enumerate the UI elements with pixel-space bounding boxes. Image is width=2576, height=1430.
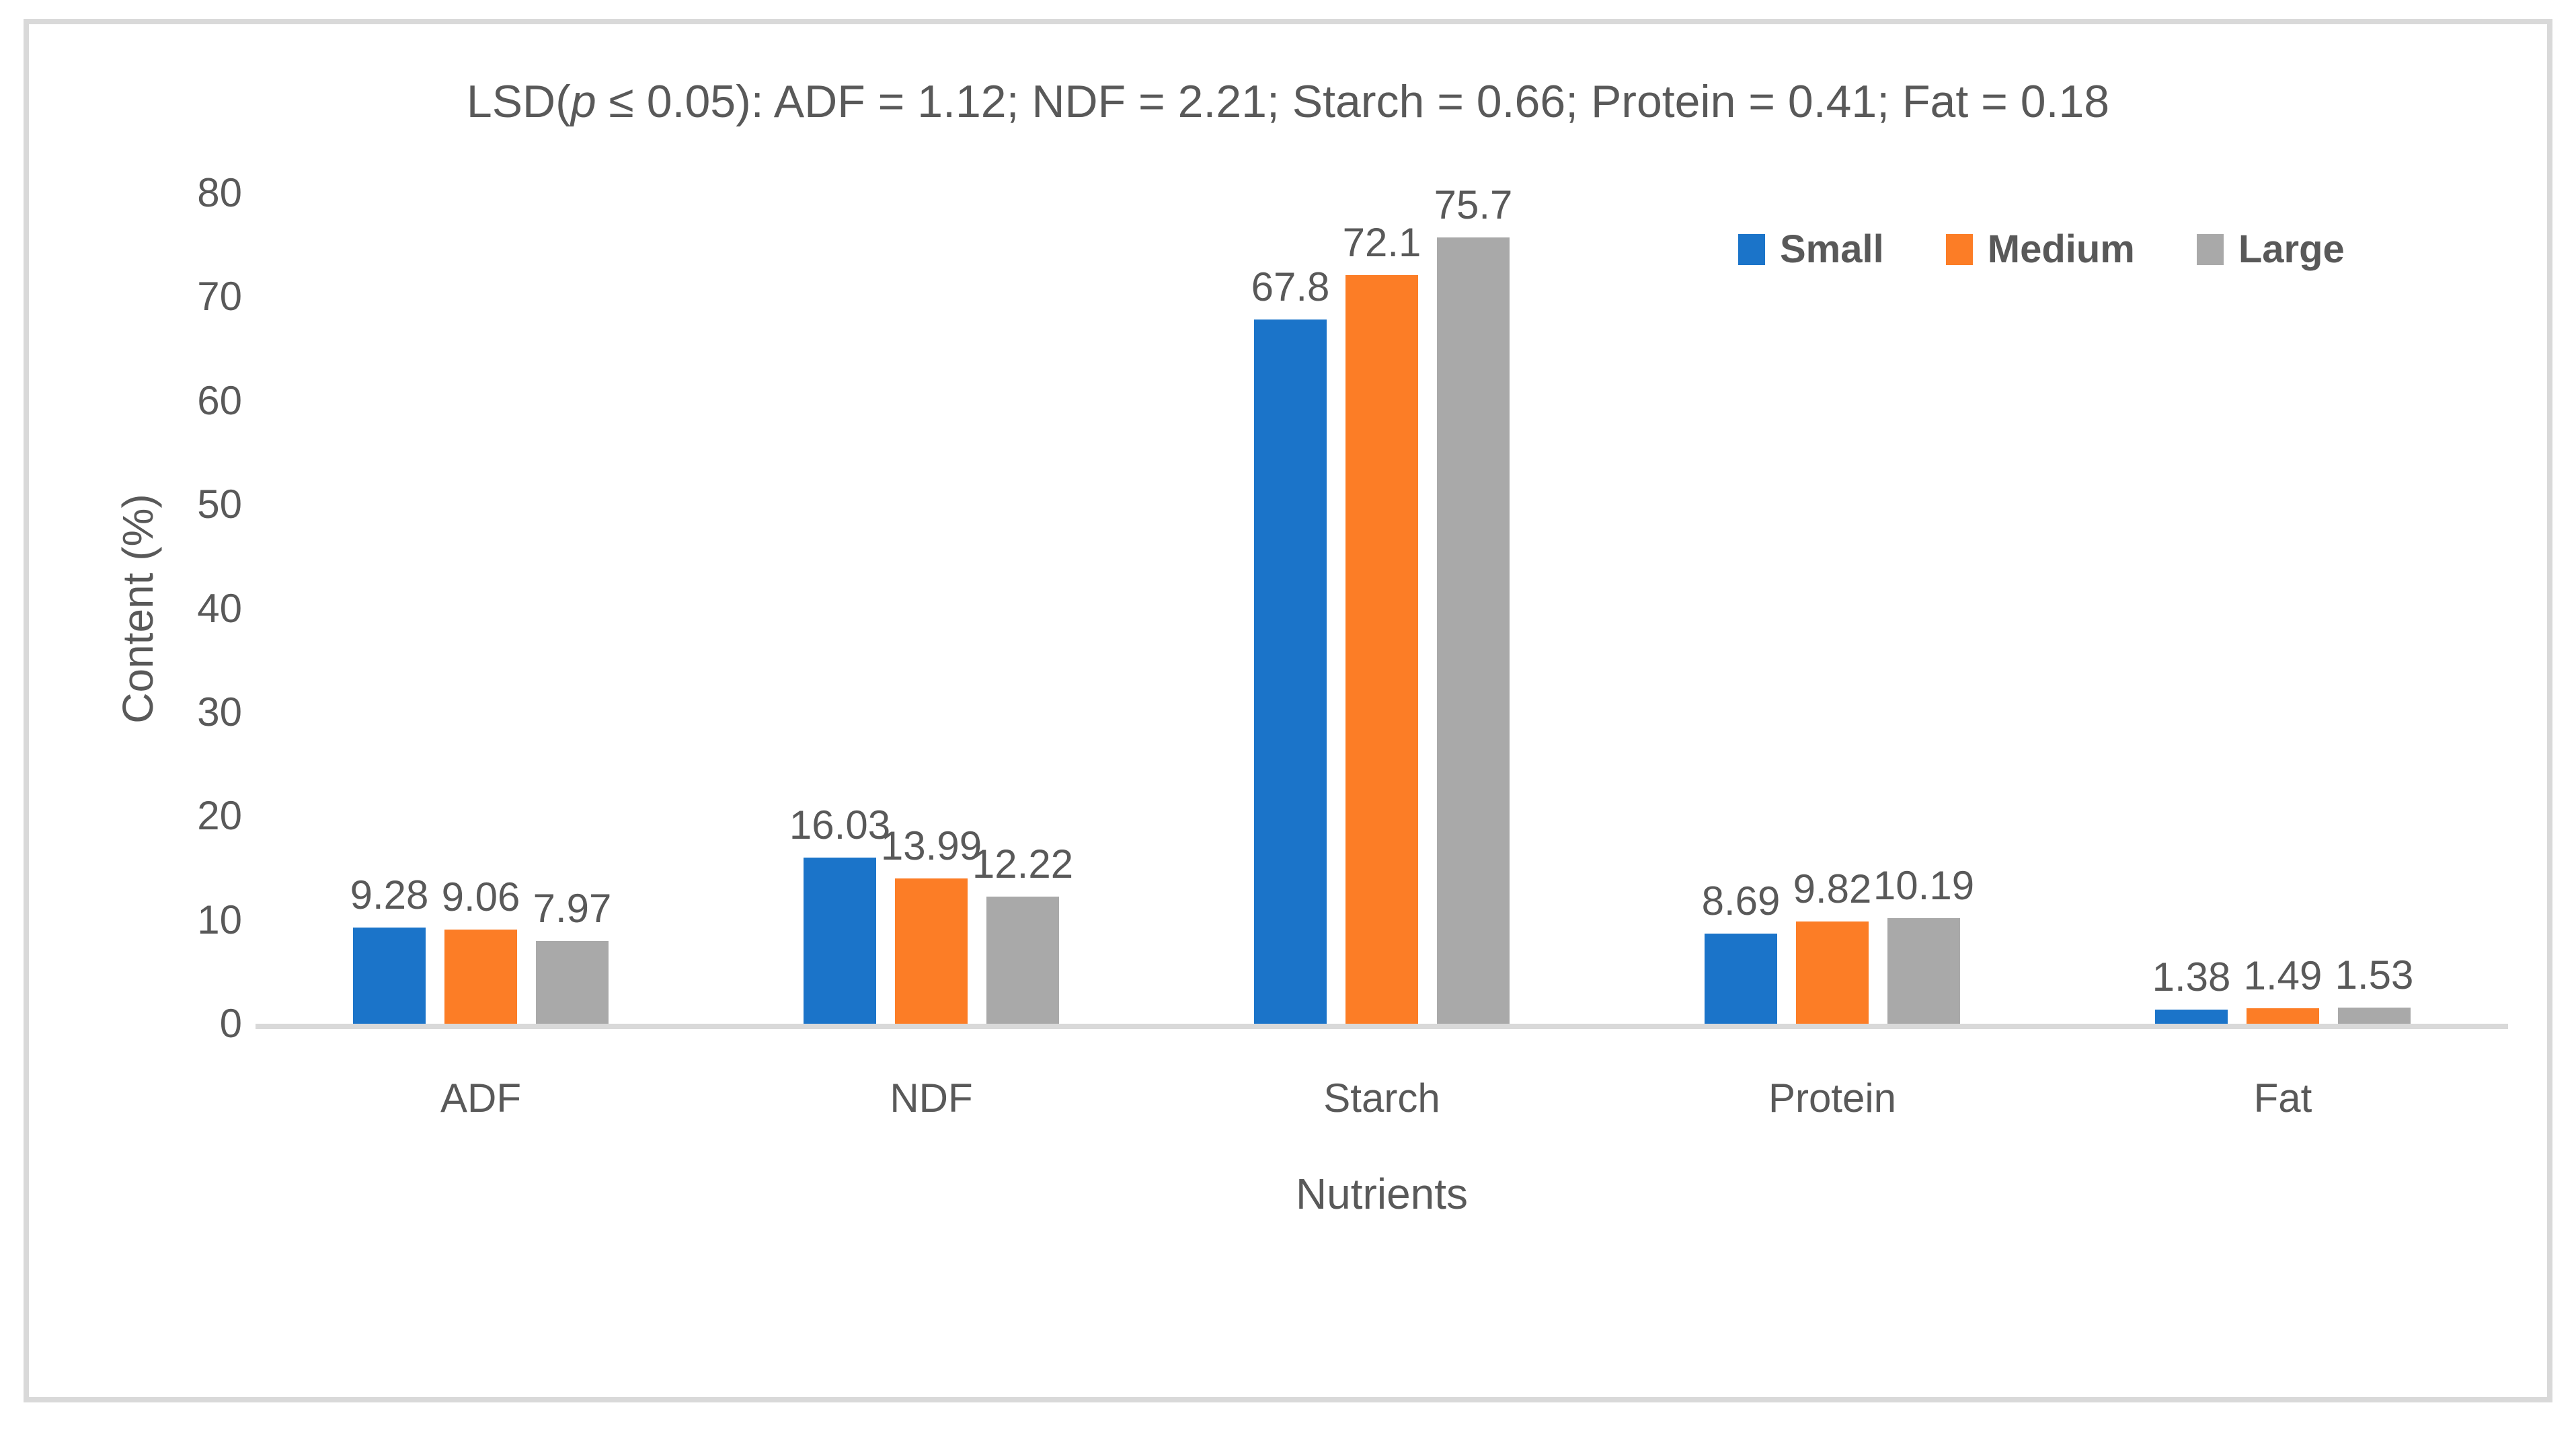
- legend-item-medium: Medium: [1945, 227, 2135, 272]
- plot-area: 9.28 9.06 7.97 16.03 13.99 12.22 67.8 72.1 75.7 8…: [256, 182, 2508, 1029]
- bar-medium-fat: [2247, 1008, 2319, 1024]
- legend-swatch-medium: [1945, 233, 1973, 265]
- x-axis-category-label-protein: Protein: [1768, 1076, 1897, 1121]
- bar-large-adf: [536, 940, 609, 1024]
- data-label-medium-fat: 1.49: [2243, 953, 2323, 998]
- y-axis-tick-label: 10: [197, 897, 242, 942]
- legend-label-medium: Medium: [1987, 227, 2135, 271]
- x-axis-title: Nutrients: [1295, 1170, 1469, 1218]
- y-axis-tick-label: 70: [197, 274, 242, 319]
- bar-small-fat: [2155, 1009, 2228, 1024]
- data-label-large-starch: 75.7: [1434, 182, 1513, 228]
- bar-group-fat: 1.38 1.49 1.53: [2152, 193, 2414, 1024]
- bar-small-adf: [353, 927, 426, 1024]
- y-axis-tick-label: 60: [197, 377, 242, 423]
- bar-medium-ndf: [895, 878, 968, 1024]
- bar-group-starch: 67.8 72.1 75.7: [1251, 182, 1512, 1024]
- legend-label-large: Large: [2238, 227, 2345, 271]
- x-axis-category-label-ndf: NDF: [890, 1076, 973, 1121]
- chart-title-prefix: LSD(: [466, 76, 571, 127]
- data-label-large-fat: 1.53: [2335, 952, 2414, 998]
- legend-item-large: Large: [2196, 227, 2345, 272]
- x-axis-category-label-fat: Fat: [2253, 1076, 2312, 1121]
- x-axis-category-label-starch: Starch: [1323, 1076, 1440, 1121]
- legend-item-small: Small: [1738, 227, 1884, 272]
- bar-group-adf: 9.28 9.06 7.97: [350, 193, 612, 1024]
- data-label-medium-ndf: 13.99: [880, 823, 982, 869]
- data-label-small-adf: 9.28: [350, 872, 429, 917]
- bar-large-protein: [1887, 917, 1960, 1024]
- data-label-small-starch: 67.8: [1251, 264, 1330, 310]
- legend-label-small: Small: [1780, 227, 1884, 271]
- chart-title: LSD(p ≤ 0.05): ADF = 1.12; NDF = 2.21; S…: [0, 75, 2576, 128]
- bar-medium-starch: [1345, 274, 1418, 1024]
- legend: Small Medium Large: [1738, 227, 2345, 272]
- bar-large-starch: [1437, 237, 1510, 1024]
- y-axis-tick-label: 30: [197, 689, 242, 735]
- bar-small-ndf: [804, 857, 876, 1024]
- bar-group-protein: 8.69 9.82 10.19: [1701, 193, 1974, 1024]
- legend-swatch-large: [2196, 233, 2224, 265]
- bar-medium-protein: [1796, 921, 1869, 1024]
- bar-small-protein: [1705, 933, 1777, 1024]
- data-label-small-ndf: 16.03: [789, 802, 891, 848]
- y-axis-tick-label: 50: [197, 482, 242, 527]
- data-label-medium-adf: 9.06: [441, 874, 520, 920]
- data-label-large-ndf: 12.22: [972, 841, 1074, 887]
- bar-small-starch: [1254, 319, 1327, 1024]
- bar-group-ndf: 16.03 13.99 12.22: [789, 193, 1073, 1024]
- data-label-large-adf: 7.97: [533, 885, 612, 931]
- legend-swatch-small: [1738, 233, 1765, 265]
- y-axis-tick-label: 20: [197, 793, 242, 839]
- data-label-medium-protein: 9.82: [1793, 866, 1872, 912]
- data-label-medium-starch: 72.1: [1342, 219, 1421, 265]
- x-axis-category-label-adf: ADF: [440, 1076, 521, 1121]
- data-label-small-fat: 1.38: [2152, 954, 2231, 1000]
- y-axis-tick-label: 0: [219, 1001, 242, 1046]
- y-axis-tick-label: 80: [197, 170, 242, 215]
- chart-title-p-italic: p: [570, 76, 596, 127]
- data-label-large-protein: 10.19: [1873, 862, 1975, 908]
- data-label-small-protein: 8.69: [1701, 878, 1781, 924]
- bar-large-fat: [2338, 1008, 2411, 1024]
- y-axis-tick-label: 40: [197, 585, 242, 631]
- bar-large-ndf: [986, 897, 1059, 1024]
- chart-frame-border: [24, 19, 2552, 1402]
- chart-title-suffix: ≤ 0.05): ADF = 1.12; NDF = 2.21; Starch …: [596, 76, 2110, 127]
- bar-medium-adf: [444, 930, 517, 1024]
